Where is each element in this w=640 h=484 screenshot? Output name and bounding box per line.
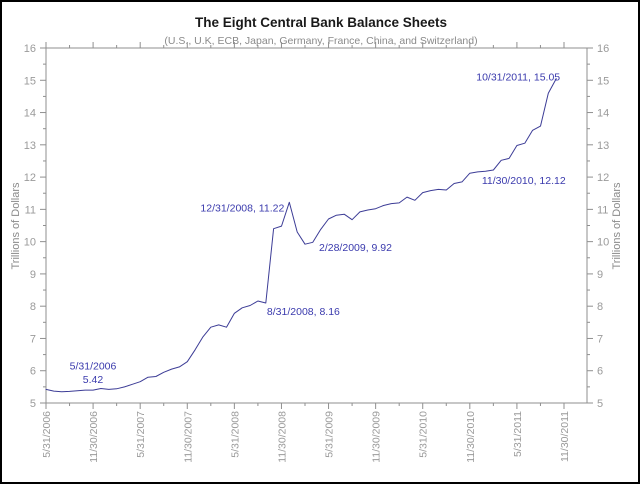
y-axis-title-left: Trillions of Dollars (10, 182, 22, 270)
chart-title: The Eight Central Bank Balance Sheets (195, 15, 447, 30)
x-tick-label: 5/31/2006 (41, 411, 53, 458)
y-tick-label-left: 11 (25, 204, 36, 216)
x-tick-label: 11/30/2006 (88, 411, 100, 463)
x-tick-labels: 5/31/2006 11/30/2006 5/31/2007 11/30/2007 5/… (41, 411, 571, 463)
y-tick-labels: 5 5 6 6 7 7 8 8 9 9 10 10 11 11 12 12 13 13 14 14 15 15 16 16 (24, 43, 610, 410)
y-tick-label-right: 9 (597, 269, 603, 281)
x-tick-label: 5/31/2011 (512, 411, 524, 457)
y-tick-label-left: 10 (24, 237, 36, 249)
y-tick-label-right: 11 (597, 204, 608, 216)
y-tick-label-right: 16 (597, 43, 609, 55)
y-tick-label-left: 12 (24, 172, 36, 184)
y-tick-label-left: 13 (24, 140, 36, 152)
y-tick-label-left: 9 (30, 269, 36, 281)
plot-frame (45, 47, 588, 404)
x-tick-label: 5/31/2008 (229, 411, 241, 458)
y-tick-label-right: 15 (597, 75, 609, 87)
x-tick-label: 11/30/2009 (371, 411, 383, 463)
x-tick-label: 5/31/2007 (135, 411, 147, 458)
x-tick-label: 11/30/2007 (182, 411, 194, 463)
data-annotation: 2/28/2009, 9.92 (319, 242, 392, 254)
y-tick-label-left: 5 (30, 398, 36, 410)
y-tick-label-right: 8 (597, 301, 603, 313)
y-tick-label-right: 6 (597, 366, 603, 378)
series-line (45, 78, 557, 393)
data-annotation: 5.42 (83, 374, 104, 386)
axis-ticks (40, 42, 593, 409)
y-tick-label-left: 8 (30, 301, 36, 313)
y-axis-title-right: Trillions of Dollars (611, 182, 623, 270)
y-tick-label-left: 15 (24, 75, 36, 87)
x-tick-label: 11/30/2010 (465, 411, 477, 463)
y-tick-label-right: 13 (597, 140, 609, 152)
y-tick-label-left: 14 (24, 108, 36, 120)
y-tick-label-right: 12 (597, 172, 609, 184)
plot-area: 5 5 6 6 7 7 8 8 9 9 10 10 11 11 12 12 13 13 14 14 15 15 16 16 5/… (24, 42, 610, 463)
y-tick-label-right: 10 (597, 237, 609, 249)
data-annotation: 8/31/2008, 8.16 (267, 306, 340, 318)
y-tick-label-right: 14 (597, 108, 609, 120)
x-tick-label: 5/31/2009 (324, 411, 336, 458)
x-tick-label: 11/30/2011 (559, 411, 571, 462)
y-tick-label-left: 6 (30, 366, 36, 378)
data-annotation: 11/30/2010, 12.12 (482, 175, 566, 187)
x-tick-label: 5/31/2010 (418, 411, 430, 458)
chart-subtitle: (U.S., U.K, ECB, Japan, Germany, France,… (164, 35, 477, 47)
data-annotation: 5/31/2006 (70, 360, 117, 372)
y-tick-label-right: 5 (597, 398, 603, 410)
y-tick-label-left: 16 (24, 43, 36, 55)
y-tick-label-left: 7 (30, 333, 36, 345)
x-tick-label: 11/30/2008 (276, 411, 288, 463)
annotations: 5/31/2006 5.42 8/31/2008, 8.16 12/31/2008, … (70, 72, 566, 386)
data-annotation: 12/31/2008, 11.22 (200, 202, 284, 214)
data-annotation: 10/31/2011, 15.05 (476, 72, 560, 84)
y-tick-label-right: 7 (597, 333, 603, 345)
